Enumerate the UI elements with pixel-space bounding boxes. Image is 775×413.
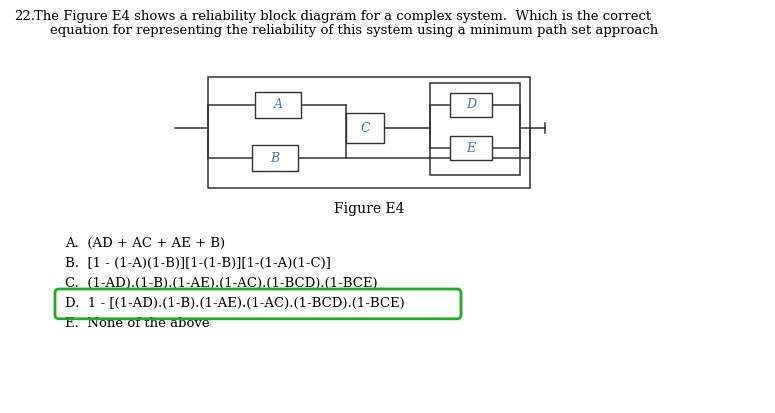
Bar <box>252 145 298 171</box>
Text: A.  (AD + AC + AE + B): A. (AD + AC + AE + B) <box>65 237 225 250</box>
Text: A: A <box>274 98 283 112</box>
Text: D: D <box>466 98 476 112</box>
Text: The Figure E4 shows a reliability block diagram for a complex system.  Which is : The Figure E4 shows a reliability block … <box>34 10 651 23</box>
Bar <box>346 113 384 143</box>
Bar <box>450 93 492 117</box>
Text: E.  None of the above: E. None of the above <box>65 317 209 330</box>
Bar <box>255 92 301 118</box>
Bar <box>450 136 492 160</box>
Text: B.  [1 - (1-A)(1-B)][1-(1-B)][1-(1-A)(1-C)]: B. [1 - (1-A)(1-B)][1-(1-B)][1-(1-A)(1-C… <box>65 257 331 270</box>
Bar <box>208 77 530 188</box>
Text: equation for representing the reliability of this system using a minimum path se: equation for representing the reliabilit… <box>50 24 658 37</box>
Text: Figure E4: Figure E4 <box>334 202 405 216</box>
Text: D.  1 - [(1-AD).(1-B).(1-AE).(1-AC).(1-BCD).(1-BCE): D. 1 - [(1-AD).(1-B).(1-AE).(1-AC).(1-BC… <box>65 297 405 310</box>
Text: C: C <box>360 121 370 135</box>
Bar <box>430 83 520 175</box>
Text: 22.: 22. <box>14 10 35 23</box>
Text: E: E <box>467 142 476 154</box>
Text: B: B <box>270 152 280 164</box>
Text: C.  (1-AD).(1-B).(1-AE).(1-AC).(1-BCD).(1-BCE): C. (1-AD).(1-B).(1-AE).(1-AC).(1-BCD).(1… <box>65 277 377 290</box>
